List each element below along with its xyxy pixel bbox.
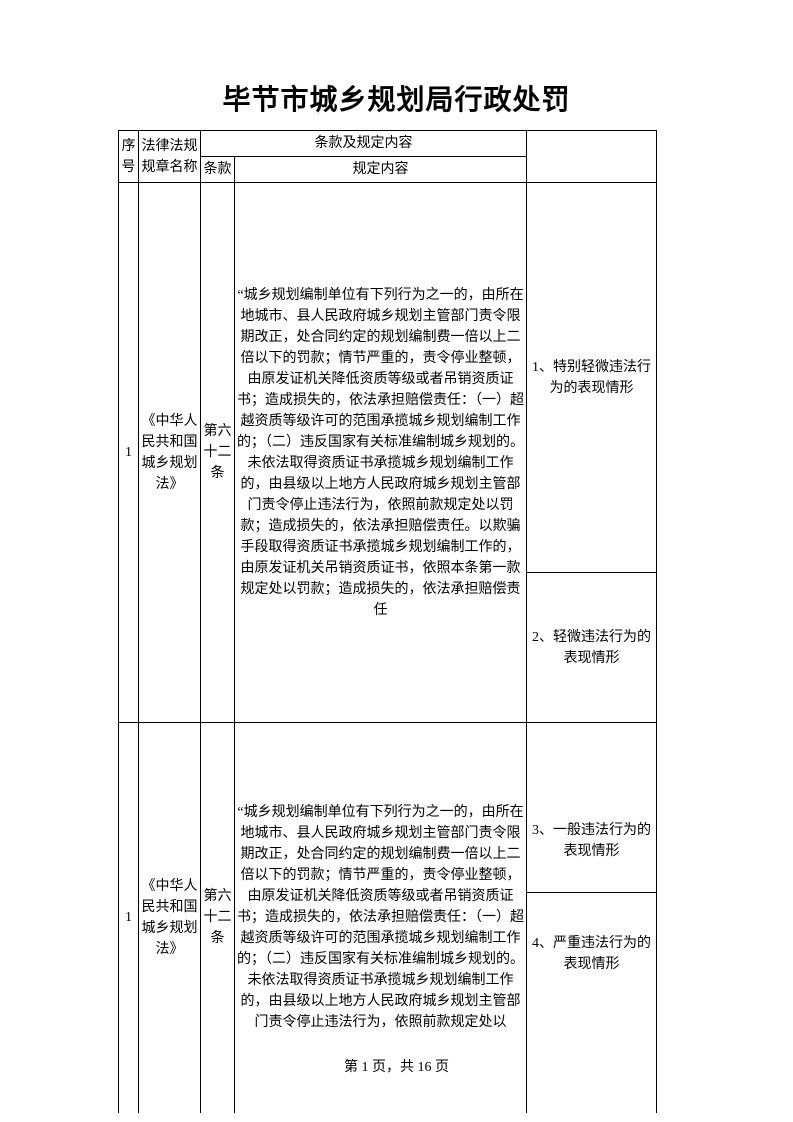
row1-side2: 2、轻微违法行为的表现情形 [527, 573, 657, 723]
page-footer: 第 1 页，共 16 页 [0, 1056, 793, 1076]
row1-content: “城乡规划编制单位有下列行为之一的，由所在地城市、县人民政府城乡规划主管部门责令… [235, 183, 527, 723]
header-side-blank [527, 131, 657, 183]
header-law: 法律法规规章名称 [139, 131, 201, 183]
row1-article: 第六十二条 [201, 183, 235, 723]
header-clause-group: 条款及规定内容 [201, 131, 527, 157]
row2-article: 第六十二条 [201, 723, 235, 1113]
row2-content: “城乡规划编制单位有下列行为之一的，由所在地城市、县人民政府城乡规划主管部门责令… [235, 723, 527, 1113]
row1-seq: 1 [119, 183, 139, 723]
main-table: 序号 法律法规规章名称 条款及规定内容 条款 规定内容 1 《中华人民共和国城乡… [118, 130, 657, 1113]
header-clause: 条款 [201, 157, 235, 183]
header-content: 规定内容 [235, 157, 527, 183]
row2-law: 《中华人民共和国城乡规划法》 [139, 723, 201, 1113]
row1-law: 《中华人民共和国城乡规划法》 [139, 183, 201, 723]
row2-side1: 3、一般违法行为的表现情形 [527, 723, 657, 893]
row1-side1: 1、特别轻微违法行为的表现情形 [527, 183, 657, 573]
header-seq: 序号 [119, 131, 139, 183]
row2-side2: 4、严重违法行为的表现情形 [527, 893, 657, 1113]
row2-seq: 1 [119, 723, 139, 1113]
page-title: 毕节市城乡规划局行政处罚 [0, 0, 793, 130]
